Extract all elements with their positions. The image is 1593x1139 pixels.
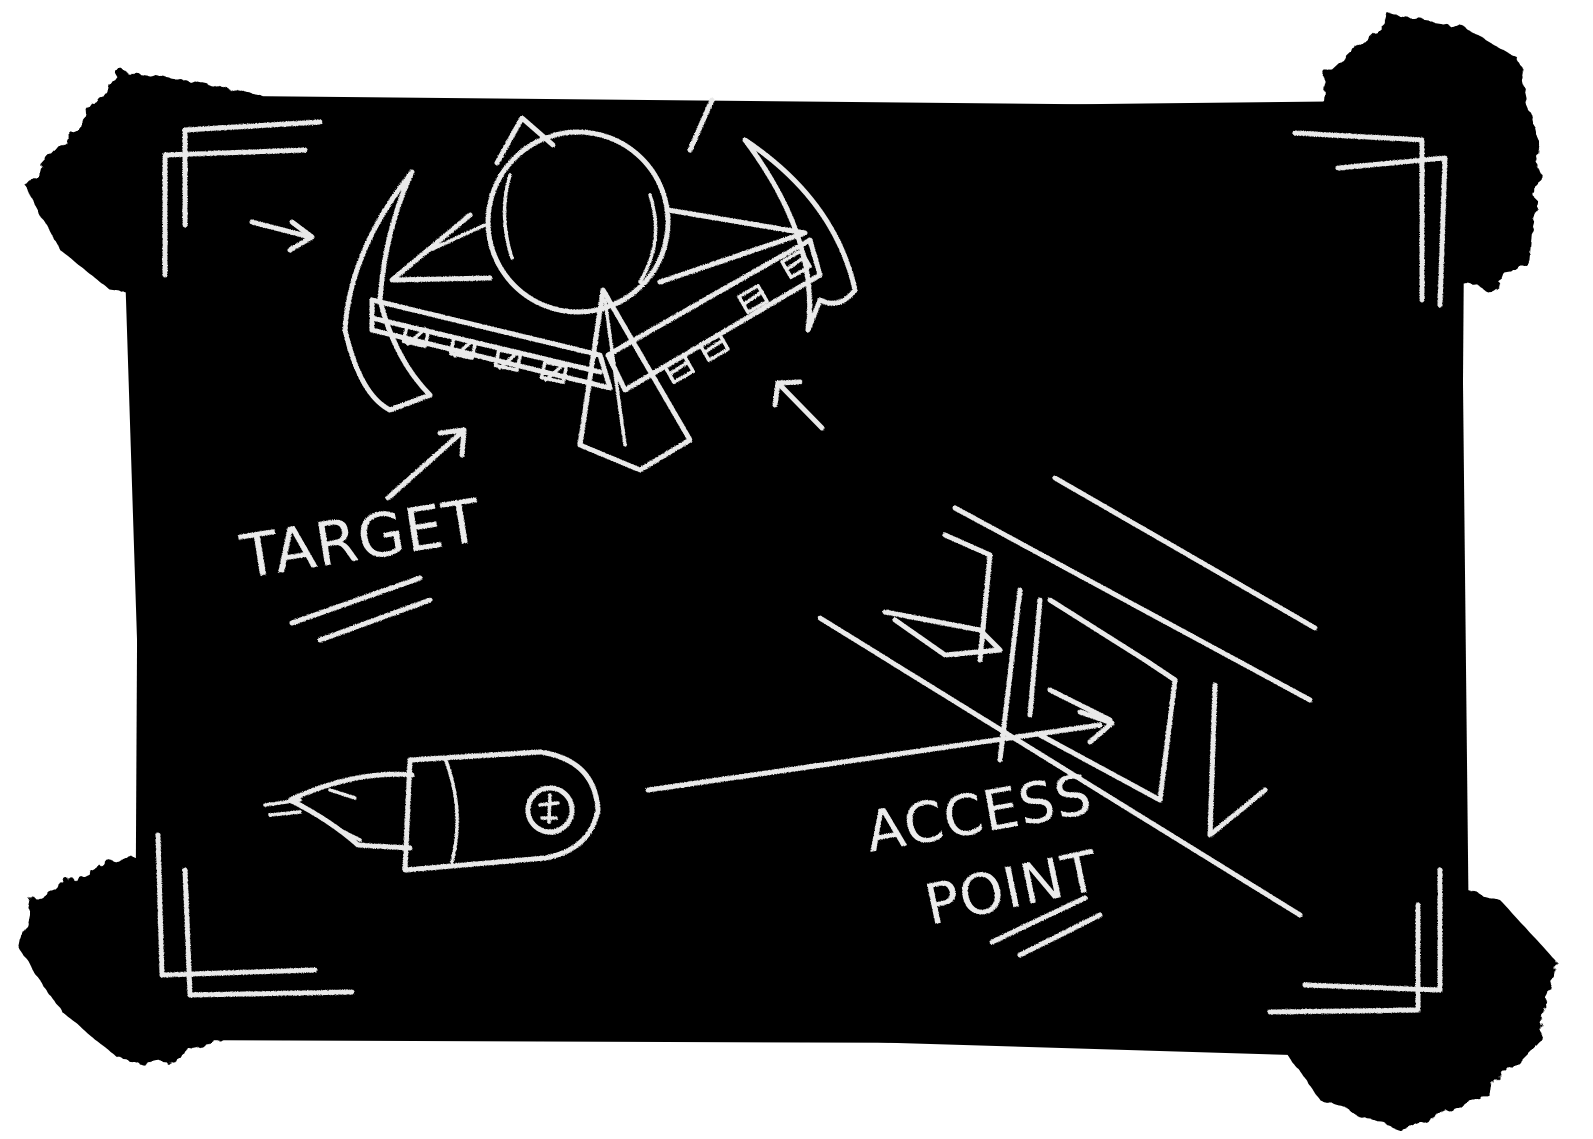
girder-structure-icon: [817, 475, 1318, 918]
viewfinder-corner-icon-bottom-right: [1267, 867, 1443, 1015]
tape-bottom-left: [20, 850, 260, 1065]
missile-icon: [263, 709, 1115, 873]
arrow-icon: [249, 97, 825, 501]
tape-top-right: [1320, 15, 1540, 290]
triangular-station-icon: [249, 97, 858, 501]
viewfinder-corner-icon-bottom-left: [155, 832, 355, 998]
tape-bottom-right: [1270, 880, 1555, 1130]
viewfinder-corner-icon-top-right: [1292, 130, 1448, 308]
viewfinder-corner-icon-top-left: [162, 119, 323, 278]
